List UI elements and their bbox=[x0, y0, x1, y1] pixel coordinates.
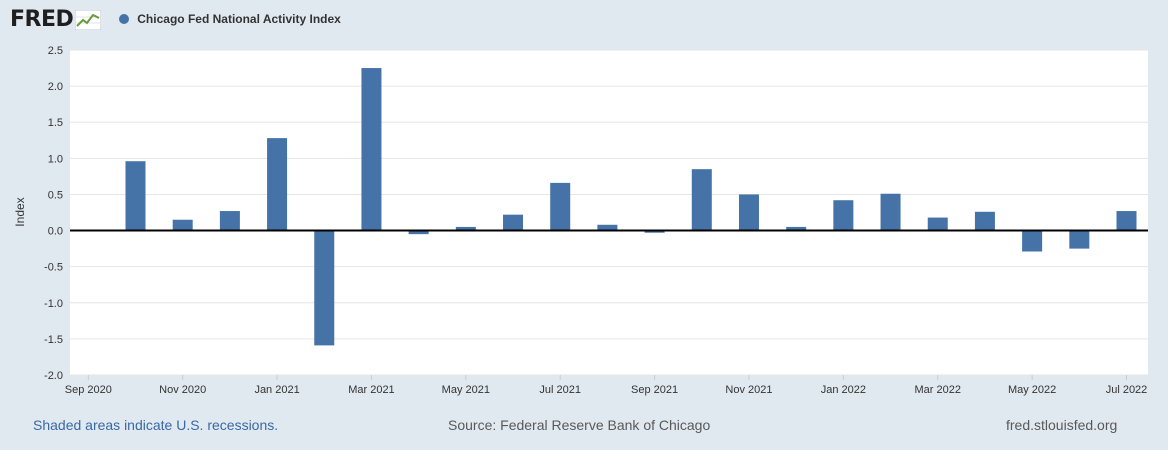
fred-graph-icon bbox=[75, 10, 102, 30]
y-tick-label: -2.0 bbox=[44, 370, 63, 382]
bar bbox=[125, 161, 146, 231]
y-axis-label: Index bbox=[13, 197, 27, 226]
bar bbox=[974, 211, 995, 231]
x-tick-label: Nov 2020 bbox=[159, 384, 206, 396]
bar bbox=[927, 217, 948, 231]
bar bbox=[1116, 211, 1137, 231]
y-tick-label: 0.0 bbox=[48, 226, 63, 238]
x-tick-label: Sep 2021 bbox=[631, 384, 678, 396]
bar bbox=[833, 200, 854, 231]
y-tick-label: 2.0 bbox=[48, 81, 63, 93]
x-tick-label: Jul 2022 bbox=[1106, 384, 1148, 396]
bar bbox=[738, 194, 759, 231]
bar bbox=[597, 224, 618, 231]
bar bbox=[408, 230, 429, 235]
site-text: fred.stlouisfed.org bbox=[1006, 417, 1118, 433]
bar bbox=[314, 230, 335, 346]
x-tick-label: May 2021 bbox=[442, 384, 490, 396]
bar bbox=[1022, 230, 1043, 252]
x-tick-label: Sep 2020 bbox=[65, 384, 112, 396]
bar bbox=[644, 230, 665, 233]
fred-logo-text: FRED bbox=[10, 6, 74, 32]
bar bbox=[455, 226, 476, 231]
bar bbox=[219, 211, 240, 231]
x-tick-label: Mar 2022 bbox=[914, 384, 960, 396]
x-tick-label: Mar 2021 bbox=[348, 384, 394, 396]
x-tick-label: May 2022 bbox=[1008, 384, 1056, 396]
chart-legend: Chicago Fed National Activity Index bbox=[119, 12, 341, 26]
legend-series-marker bbox=[119, 14, 130, 24]
bar bbox=[503, 214, 524, 231]
fred-logo[interactable]: FRED bbox=[10, 6, 102, 32]
y-tick-label: -1.0 bbox=[44, 298, 63, 310]
bar bbox=[786, 226, 807, 231]
chart-header: FRED Chicago Fed National Activity Index bbox=[10, 6, 341, 32]
x-tick-label: Jan 2022 bbox=[821, 384, 866, 396]
y-tick-label: 1.0 bbox=[48, 153, 63, 165]
x-tick-label: Jul 2021 bbox=[539, 384, 581, 396]
x-tick-label: Jan 2021 bbox=[254, 384, 299, 396]
bar bbox=[691, 169, 712, 231]
source-text: Source: Federal Reserve Bank of Chicago bbox=[448, 417, 711, 433]
bar bbox=[550, 182, 571, 231]
bar bbox=[361, 68, 382, 231]
recessions-note-link[interactable]: Shaded areas indicate U.S. recessions. bbox=[33, 417, 279, 433]
bar bbox=[172, 219, 193, 231]
y-tick-label: -1.5 bbox=[44, 334, 63, 346]
x-tick-label: Nov 2021 bbox=[725, 384, 772, 396]
y-tick-label: 1.5 bbox=[48, 117, 63, 129]
legend-series-label: Chicago Fed National Activity Index bbox=[137, 12, 341, 26]
y-tick-label: 0.5 bbox=[48, 189, 63, 201]
bar bbox=[880, 193, 901, 231]
y-tick-label: 2.5 bbox=[48, 45, 63, 57]
bar bbox=[267, 138, 288, 231]
y-tick-label: -0.5 bbox=[44, 262, 63, 274]
bar bbox=[1069, 230, 1090, 249]
plot-area bbox=[70, 50, 1148, 375]
